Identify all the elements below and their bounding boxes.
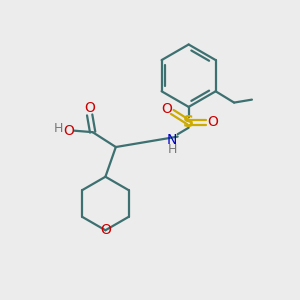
Text: N: N [167, 133, 178, 147]
Text: H: H [168, 142, 178, 156]
Text: H: H [54, 122, 63, 135]
Text: O: O [100, 223, 111, 237]
Text: O: O [63, 124, 74, 138]
Text: O: O [161, 102, 172, 116]
Text: O: O [208, 116, 218, 129]
Text: S: S [183, 115, 194, 130]
Text: O: O [84, 101, 95, 116]
